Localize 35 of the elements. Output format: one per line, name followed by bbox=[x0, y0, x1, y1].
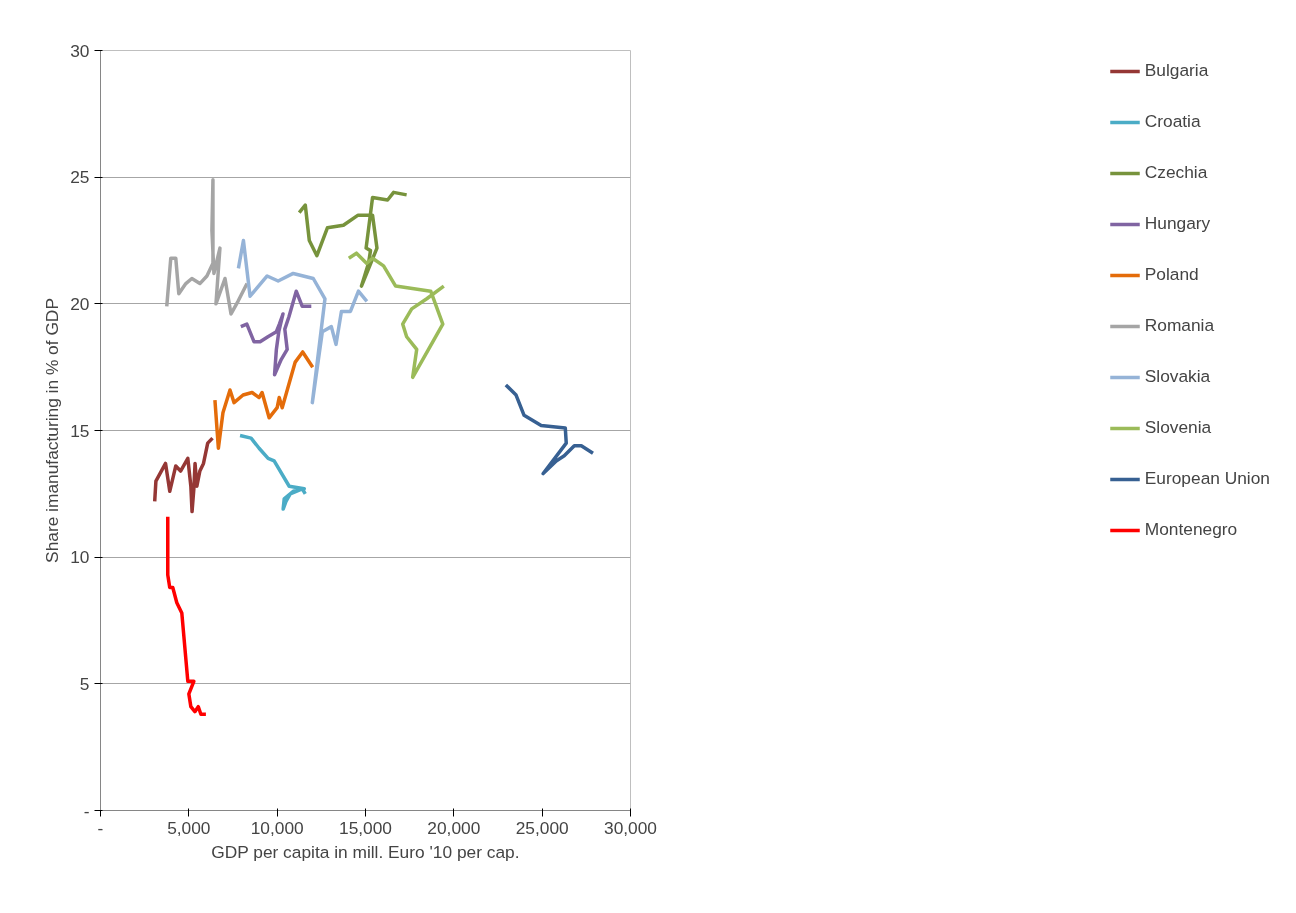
line-series bbox=[236, 238, 369, 405]
y-tick-label: 30 bbox=[70, 40, 90, 61]
line-series bbox=[166, 514, 208, 716]
x-tick-label: 30,000 bbox=[604, 817, 657, 838]
x-tick-label: - bbox=[97, 817, 104, 838]
line-series bbox=[297, 190, 409, 288]
line-series bbox=[238, 433, 308, 511]
x-tick-label: 5,000 bbox=[167, 817, 211, 838]
legend-label: Romania bbox=[1144, 315, 1215, 336]
x-axis-title: GDP per capita in mill. Euro '10 per cap. bbox=[211, 841, 520, 862]
line-series bbox=[213, 350, 315, 450]
x-tick-label: 25,000 bbox=[515, 817, 569, 838]
y-tick-label: 25 bbox=[70, 167, 90, 188]
y-tick-label: 5 bbox=[79, 673, 90, 694]
line-series bbox=[504, 383, 595, 476]
y-axis-title: Share imanufacturing in % of GDP bbox=[42, 298, 63, 563]
legend-label: European Union bbox=[1144, 468, 1270, 489]
x-tick-label: 10,000 bbox=[250, 817, 304, 838]
legend-label: Slovakia bbox=[1144, 366, 1211, 387]
line-series bbox=[347, 251, 446, 380]
legend-label: Czechia bbox=[1144, 162, 1208, 183]
y-tick-label: - bbox=[83, 800, 90, 821]
y-tick-label: 15 bbox=[70, 420, 90, 441]
y-tick-label: 10 bbox=[70, 547, 90, 568]
legend-label: Hungary bbox=[1144, 213, 1211, 234]
legend-label: Slovenia bbox=[1144, 417, 1212, 438]
legend-label: Montenegro bbox=[1144, 519, 1238, 540]
x-tick-label: 20,000 bbox=[427, 817, 481, 838]
legend-label: Bulgaria bbox=[1144, 60, 1209, 81]
x-tick-label: 15,000 bbox=[339, 817, 392, 838]
y-tick-label: 20 bbox=[70, 293, 90, 314]
legend-label: Croatia bbox=[1144, 111, 1201, 132]
legend-label: Poland bbox=[1144, 264, 1199, 285]
line-series bbox=[152, 436, 215, 514]
line-series bbox=[239, 289, 314, 377]
